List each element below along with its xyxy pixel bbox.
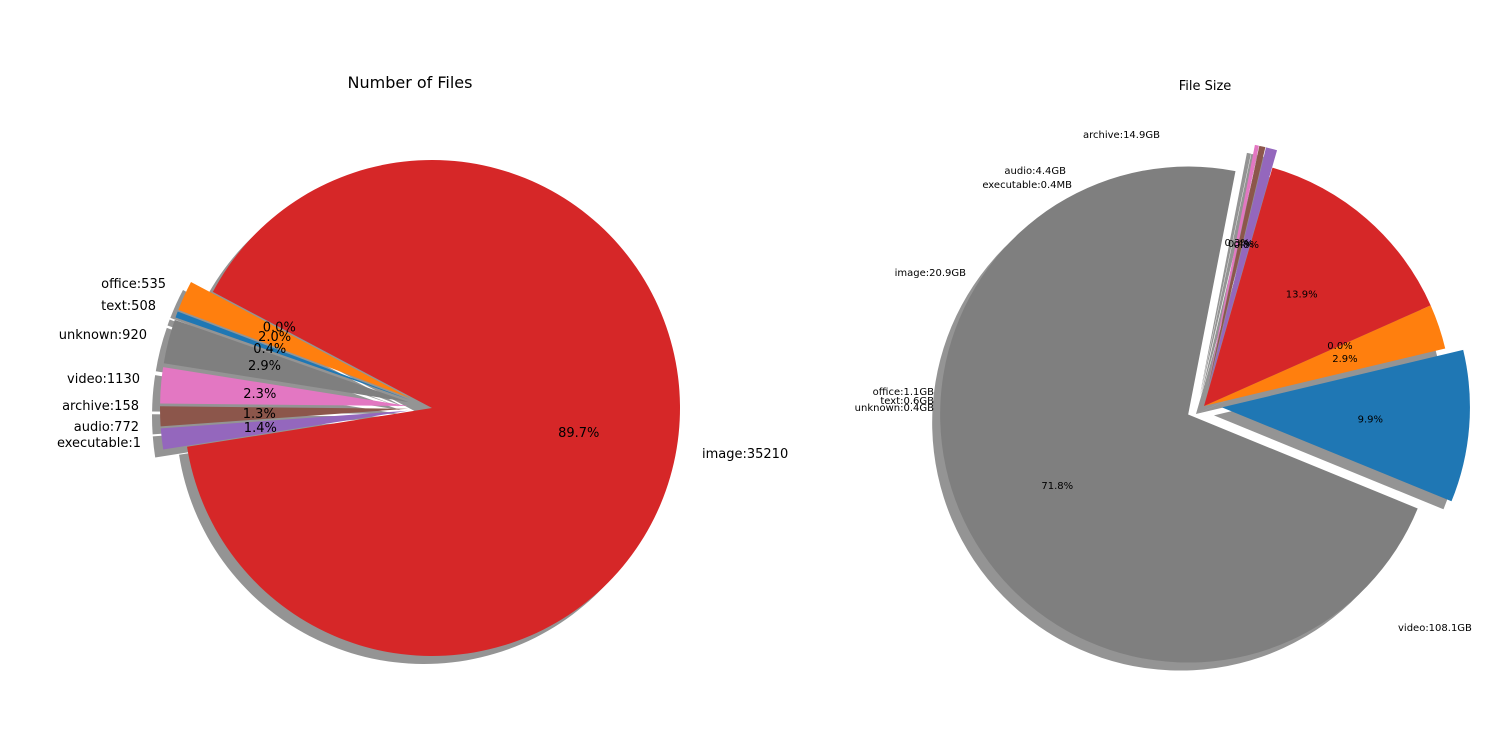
slice-label-text: text:508 bbox=[101, 299, 156, 314]
slice-unknown bbox=[160, 367, 409, 406]
slice-label-office: office:1.1GB bbox=[873, 387, 934, 398]
percent-label-office: 0.8% bbox=[1234, 240, 1259, 251]
slice-unknown bbox=[1207, 144, 1259, 389]
percent-label-image: 13.9% bbox=[1286, 289, 1318, 300]
slice-audio bbox=[1204, 305, 1446, 406]
slice-label-audio: audio:4.4GB bbox=[1004, 166, 1066, 177]
pie-slices bbox=[940, 144, 1470, 663]
percent-label-executable: 0.0% bbox=[263, 321, 296, 336]
slice-label-executable: executable:1 bbox=[57, 436, 141, 451]
shadow-unknown bbox=[1199, 152, 1251, 397]
percent-label-archive: 9.9% bbox=[1358, 414, 1383, 425]
percent-label-archive: 0.4% bbox=[253, 342, 286, 357]
pie-labels: 89.7% image:35210 0.0% executable:1 2.0% audi… bbox=[57, 277, 788, 462]
percent-label-video: 71.8% bbox=[1041, 481, 1073, 492]
percent-label-audio: 2.9% bbox=[1332, 354, 1357, 365]
slice-image bbox=[187, 160, 681, 657]
slice-archive bbox=[175, 311, 410, 400]
slice-office bbox=[1208, 147, 1278, 389]
slice-label-video: video:1130 bbox=[67, 372, 140, 387]
pie-labels: 71.8% video:108.1GB 9.9% archive:14.9GB 2.9%… bbox=[855, 130, 1472, 634]
chart-title-number-of-files: Number of Files bbox=[348, 73, 473, 92]
slice-text bbox=[160, 406, 409, 427]
slice-office bbox=[160, 410, 409, 450]
percent-label-image: 89.7% bbox=[558, 426, 599, 441]
percent-label-text: 1.3% bbox=[243, 407, 276, 422]
slice-text bbox=[1207, 145, 1266, 389]
slice-video bbox=[163, 319, 409, 403]
slice-label-image: image:20.9GB bbox=[895, 268, 967, 279]
percent-label-unknown: 2.3% bbox=[243, 387, 276, 402]
percent-label-text: 0.4% bbox=[1228, 239, 1253, 250]
slice-label-archive: archive:14.9GB bbox=[1083, 130, 1160, 141]
chart-title-file-size: File Size bbox=[1179, 79, 1232, 94]
slice-label-text: text:0.6GB bbox=[880, 396, 934, 407]
slice-label-office: office:535 bbox=[101, 277, 166, 292]
percent-label-executable: 0.0% bbox=[1327, 341, 1352, 352]
slice-executable bbox=[191, 280, 411, 397]
slice-label-image: image:35210 bbox=[702, 447, 788, 462]
percent-label-audio: 2.0% bbox=[258, 330, 291, 345]
slice-label-audio: audio:772 bbox=[74, 420, 139, 435]
slice-archive bbox=[1221, 349, 1470, 502]
slice-executable bbox=[1204, 305, 1431, 406]
pie-slices bbox=[160, 160, 681, 657]
slice-label-executable: executable:0.4MB bbox=[982, 180, 1072, 191]
slice-audio bbox=[178, 281, 411, 399]
slice-label-unknown: unknown:0.4GB bbox=[855, 403, 934, 414]
slice-label-archive: archive:158 bbox=[62, 399, 139, 414]
slice-label-video: video:108.1GB bbox=[1398, 623, 1472, 634]
slice-video bbox=[940, 166, 1418, 663]
pie-number-of-files: 89.7% image:35210 0.0% executable:1 2.0% audi… bbox=[57, 160, 788, 665]
pie-file-size: 71.8% video:108.1GB 9.9% archive:14.9GB 2.9%… bbox=[855, 130, 1472, 671]
percent-label-unknown: 0.3% bbox=[1224, 238, 1249, 249]
slice-label-unknown: unknown:920 bbox=[59, 328, 147, 343]
percent-label-office: 1.4% bbox=[244, 421, 277, 436]
percent-label-video: 2.9% bbox=[248, 359, 281, 374]
slice-image bbox=[1204, 167, 1431, 406]
